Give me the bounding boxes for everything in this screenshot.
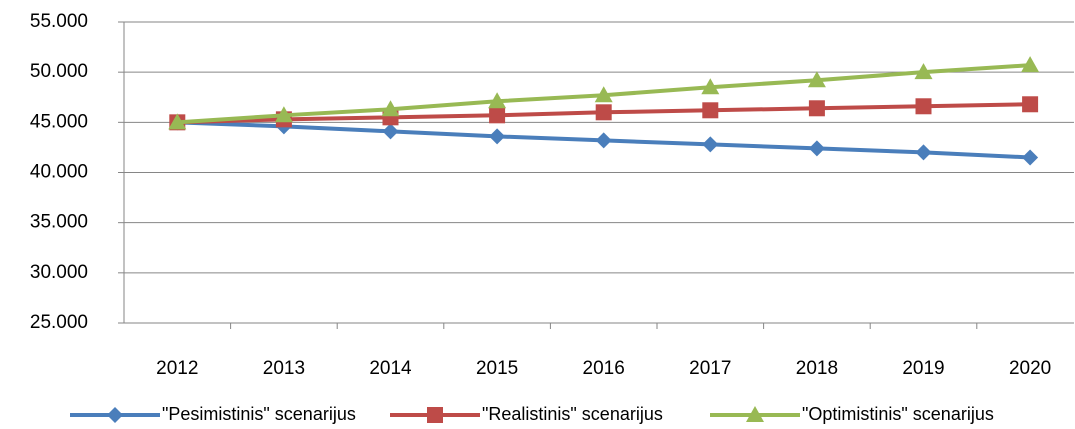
data-point [594, 86, 613, 103]
data-point [382, 123, 399, 140]
data-point [595, 132, 612, 149]
legend-marker [746, 406, 764, 422]
data-point [489, 128, 506, 145]
data-point [807, 71, 826, 88]
y-tick-label: 35.000 [30, 212, 88, 233]
x-tick-label: 2012 [156, 358, 198, 379]
data-point [914, 63, 933, 80]
data-point [1022, 149, 1039, 166]
x-tick-label: 2014 [369, 358, 412, 379]
data-point [915, 144, 932, 161]
data-point [1022, 96, 1039, 113]
data-point [489, 107, 506, 124]
y-tick-label: 30.000 [30, 262, 88, 283]
legend-label: "Pesimistinis" scenarijus [162, 404, 356, 424]
data-point [595, 104, 612, 121]
legend-marker [427, 407, 443, 423]
x-tick-label: 2018 [796, 358, 838, 379]
data-point [808, 140, 825, 157]
x-tick-label: 2019 [902, 358, 944, 379]
y-tick-label: 25.000 [30, 312, 88, 333]
y-tick-label: 40.000 [30, 162, 88, 183]
x-tick-label: 2013 [263, 358, 305, 379]
x-tick-label: 2015 [476, 358, 518, 379]
y-tick-label: 45.000 [30, 111, 88, 132]
x-tick-label: 2017 [689, 358, 731, 379]
data-point [381, 100, 400, 117]
legend-label: "Optimistinis" scenarijus [802, 404, 994, 424]
data-point [702, 136, 719, 153]
x-tick-label: 2016 [583, 358, 625, 379]
data-point [274, 106, 293, 123]
data-point [701, 78, 720, 95]
y-tick-label: 55.000 [30, 11, 88, 32]
legend-marker [107, 407, 123, 423]
data-point [1021, 56, 1040, 73]
legend-label: "Realistinis" scenarijus [482, 404, 663, 424]
x-tick-label: 2020 [1009, 358, 1051, 379]
data-point [488, 92, 507, 109]
data-point [168, 113, 187, 130]
data-point [915, 98, 932, 115]
y-tick-label: 50.000 [30, 61, 88, 82]
data-point [808, 100, 825, 117]
data-point [702, 102, 719, 119]
